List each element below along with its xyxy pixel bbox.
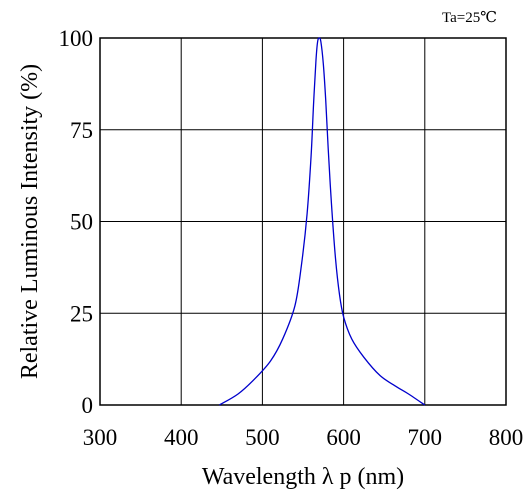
- x-tick-label: 800: [489, 425, 524, 450]
- y-tick-label: 100: [59, 26, 94, 51]
- x-tick-label: 400: [164, 425, 199, 450]
- x-axis-label: Wavelength λ p (nm): [202, 464, 404, 490]
- x-tick-label: 500: [245, 425, 280, 450]
- intensity-curve-0: [219, 37, 426, 406]
- x-tick-label: 700: [408, 425, 443, 450]
- plot-frame: [99, 37, 507, 406]
- y-tick-label: 50: [70, 210, 93, 235]
- x-tick-label: 600: [326, 425, 361, 450]
- temperature-annotation: Ta=25℃: [442, 10, 497, 26]
- x-tick-labels: 300 400 500 600 700 800: [83, 425, 524, 450]
- y-axis-label: Relative Luminous Intensity (%): [17, 64, 43, 379]
- series-group: [219, 37, 426, 406]
- y-tick-label: 25: [70, 301, 93, 326]
- y-tick-labels: 0 25 50 75 100: [59, 26, 94, 418]
- grid: [99, 37, 507, 406]
- y-tick-label: 0: [82, 393, 94, 418]
- y-tick-label: 75: [70, 118, 93, 143]
- x-tick-label: 300: [83, 425, 118, 450]
